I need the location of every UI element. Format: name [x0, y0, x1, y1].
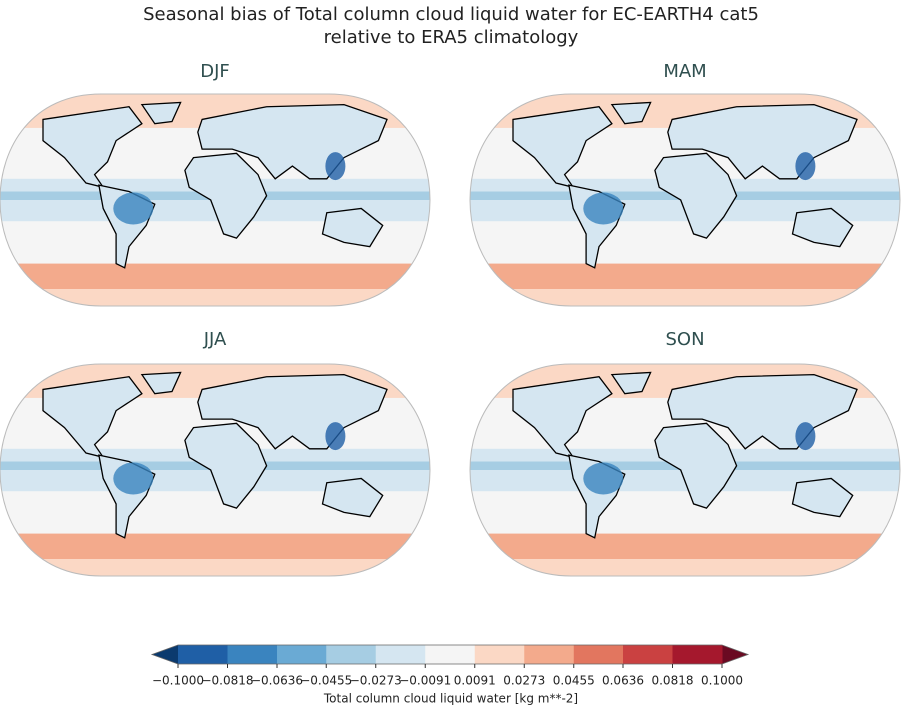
map-field	[470, 364, 900, 576]
field-band	[470, 533, 900, 560]
field-blob	[795, 152, 816, 181]
land	[512, 376, 613, 459]
field-blob	[325, 152, 346, 181]
land	[42, 106, 143, 189]
land	[184, 422, 268, 509]
panel-title: MAM	[663, 61, 706, 82]
field-band	[0, 263, 430, 290]
map-panel: MAM	[469, 61, 901, 307]
colorbar-tick-label: 0.0818	[651, 674, 693, 688]
colorbar-tick-label: −0.0091	[399, 674, 451, 688]
field-band	[470, 559, 900, 576]
field-blob	[113, 192, 154, 225]
land	[512, 106, 613, 189]
colorbar-segment	[425, 645, 476, 664]
colorbar-under	[152, 645, 178, 664]
field-band	[0, 533, 430, 560]
colorbar-over	[722, 645, 748, 664]
map-field	[0, 364, 430, 576]
land	[791, 207, 854, 248]
colorbar-tick-label: −0.1000	[152, 674, 204, 688]
map-outline	[0, 363, 431, 577]
field-band	[0, 289, 430, 306]
map-outline	[0, 93, 431, 307]
colorbar-segment	[524, 645, 575, 664]
colorbar-tick-label: 0.0636	[602, 674, 644, 688]
field-band	[470, 263, 900, 290]
map-panel: SON	[469, 329, 901, 577]
colorbar-segment	[227, 645, 278, 664]
colorbar-tick-label: −0.0818	[201, 674, 253, 688]
map-panel: DJF	[0, 61, 431, 307]
map-field	[470, 94, 900, 306]
field-blob	[583, 462, 624, 495]
land	[140, 371, 182, 395]
field-blob	[325, 422, 346, 451]
colorbar-label: Total column cloud liquid water [kg m**-…	[323, 692, 578, 706]
colorbar-segment	[277, 645, 327, 664]
field-blob	[583, 192, 624, 225]
panel-title: DJF	[200, 61, 230, 82]
land	[42, 376, 143, 459]
colorbar-segment	[375, 645, 426, 664]
panel-title: JJA	[203, 329, 227, 350]
field-band	[0, 559, 430, 576]
colorbar-segment	[622, 645, 673, 664]
colorbar-tick-label: −0.0636	[251, 674, 303, 688]
land	[610, 101, 652, 125]
colorbar-tick-label: −0.0273	[350, 674, 402, 688]
land	[791, 477, 854, 518]
figure-title: Seasonal bias of Total column cloud liqu…	[143, 4, 759, 25]
colorbar-tick-label: 0.1000	[701, 674, 743, 688]
colorbar-segment	[474, 645, 525, 664]
colorbar-segment	[178, 645, 229, 664]
colorbar-segment	[326, 645, 377, 664]
map-outline	[469, 93, 901, 307]
colorbar-tick-label: −0.0455	[300, 674, 352, 688]
map-outline	[469, 363, 901, 577]
land	[654, 152, 738, 239]
colorbar-tick-label: 0.0091	[454, 674, 496, 688]
field-blob	[113, 462, 154, 495]
panel-title: SON	[665, 329, 704, 350]
colorbar-tick-label: 0.0273	[503, 674, 545, 688]
map-field	[0, 94, 430, 306]
field-band	[470, 289, 900, 306]
land	[610, 371, 652, 395]
colorbar-segment	[672, 645, 723, 664]
land	[140, 101, 182, 125]
field-blob	[795, 422, 816, 451]
colorbar-tick-label: 0.0455	[553, 674, 595, 688]
land	[184, 152, 268, 239]
land	[321, 477, 384, 518]
land	[654, 422, 738, 509]
figure-subtitle: relative to ERA5 climatology	[324, 27, 579, 48]
land	[321, 207, 384, 248]
colorbar-segment	[573, 645, 624, 664]
colorbar: −0.1000−0.0818−0.0636−0.0455−0.0273−0.00…	[150, 644, 750, 706]
map-panel: JJA	[0, 329, 431, 577]
